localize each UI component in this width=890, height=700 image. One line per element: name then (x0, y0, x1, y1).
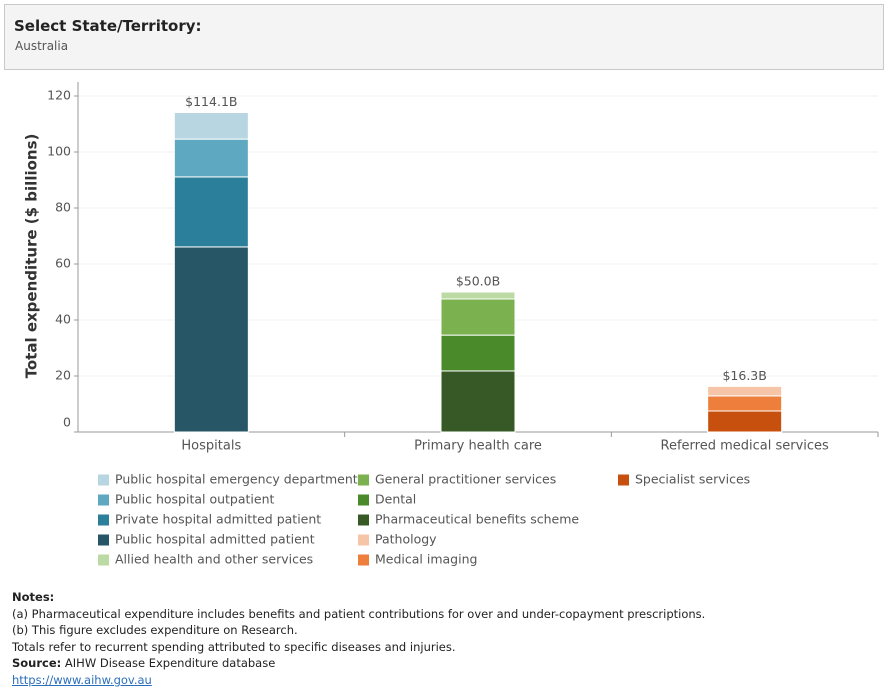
filter-value[interactable]: Australia (15, 39, 69, 53)
notes: Notes: (a) Pharmaceutical expenditure in… (12, 589, 705, 688)
bar-segment (440, 291, 516, 300)
y-tick-label: 80 (55, 200, 71, 215)
legend-label: Specialist services (635, 472, 750, 487)
legend-swatch (358, 554, 369, 566)
source: Source: AIHW Disease Expenditure databas… (12, 655, 705, 672)
legend-swatch (98, 554, 109, 566)
legend-label: Dental (375, 492, 416, 507)
filter-panel[interactable]: Select State/Territory: Australia (4, 4, 884, 70)
bar-segment (173, 112, 249, 140)
bar-segment (440, 298, 516, 336)
y-tick-label: 100 (47, 144, 71, 159)
note-line: (a) Pharmaceutical expenditure includes … (12, 606, 706, 621)
legend-label: Allied health and other services (115, 552, 313, 567)
y-tick-label: 0 (63, 415, 71, 430)
bar-segment (173, 138, 249, 178)
total-label: $114.1B (185, 94, 237, 109)
bar-segment (707, 410, 783, 433)
y-tick-label: 120 (47, 88, 71, 103)
bar-segment (440, 334, 516, 372)
filter-label: Select State/Territory: (14, 17, 202, 35)
legend-label: Public hospital outpatient (115, 492, 275, 507)
note-line: Totals refer to recurrent spending attri… (12, 639, 456, 654)
legend-label: Pharmaceutical benefits scheme (375, 512, 579, 527)
bar-segment (173, 176, 249, 248)
notes-heading: Notes: (12, 590, 55, 604)
legend-swatch (98, 494, 109, 506)
bar-segment (173, 246, 249, 433)
x-tick-label: Hospitals (181, 439, 241, 454)
bar-segment (707, 395, 783, 412)
total-label: $50.0B (456, 274, 500, 289)
y-tick-label: 60 (55, 256, 71, 271)
legend-label: Medical imaging (375, 552, 477, 567)
bar-segment (440, 370, 516, 433)
legend-label: Pathology (375, 532, 437, 547)
total-label: $16.3B (722, 368, 766, 383)
legend-label: Public hospital admitted patient (115, 532, 315, 547)
legend-label: Private hospital admitted patient (115, 512, 321, 527)
legend-swatch (358, 514, 369, 526)
source-text: AIHW Disease Expenditure database (64, 656, 276, 670)
legend-swatch (358, 474, 369, 486)
legend-label: Public hospital emergency department (115, 472, 358, 487)
legend-swatch (618, 474, 629, 486)
legend-swatch (358, 534, 369, 546)
legend-swatch (98, 534, 109, 546)
source-link[interactable]: https://www.aihw.gov.au (12, 672, 152, 687)
chart: Total expenditure ($ billions) 0 20 40 60 80… (23, 82, 879, 567)
y-tick-label: 20 (55, 368, 71, 383)
legend-swatch (98, 514, 109, 526)
y-tick-label: 40 (55, 312, 71, 327)
legend-swatch (98, 474, 109, 486)
legend-label: General practitioner services (375, 472, 556, 487)
x-tick-label: Referred medical services (661, 439, 830, 454)
legend-swatch (358, 494, 369, 506)
y-axis-title: Total expenditure ($ billions) (23, 134, 41, 379)
note-line: (b) This figure excludes expenditure on … (12, 623, 298, 637)
bar-segment (707, 385, 783, 397)
source-label: Source: (12, 656, 62, 670)
x-tick-label: Primary health care (414, 439, 542, 454)
